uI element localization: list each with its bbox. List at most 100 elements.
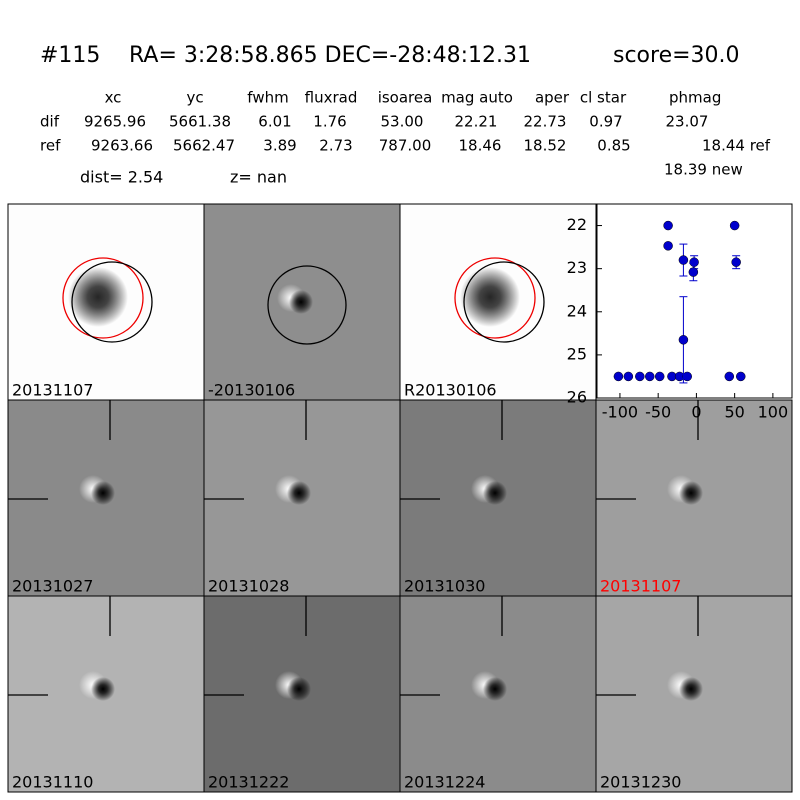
stamp: 20131027	[7, 399, 205, 597]
score: score=30.0	[613, 43, 740, 68]
cell: 0.97	[589, 113, 622, 131]
stamp: 20131222	[203, 595, 401, 793]
point	[682, 371, 692, 382]
cell: 22.73	[524, 113, 567, 131]
cell: 18.46	[459, 137, 502, 155]
aperture-ref	[62, 257, 144, 339]
stamp-label: -20130106	[208, 381, 295, 400]
point	[635, 371, 645, 382]
coordinates: RA= 3:28:58.865 DEC=-28:48:12.31	[129, 43, 531, 68]
x-tick-label: 50	[724, 403, 744, 422]
cell: 3.89	[263, 137, 296, 155]
plot-area	[596, 203, 793, 399]
point	[623, 371, 634, 382]
column-header: isoarea	[378, 89, 433, 107]
y-tick-label: 25	[567, 344, 587, 363]
aperture	[71, 261, 153, 343]
cell: 53.00	[381, 113, 424, 131]
stamp-label: 20131107	[600, 577, 681, 596]
stamp: 20131107	[7, 203, 205, 401]
y-tick-label: 26	[567, 388, 587, 407]
cell: 18.44 ref	[702, 137, 771, 155]
stamp-label: 20131224	[404, 773, 485, 792]
row-label: ref	[40, 137, 61, 155]
stamp: 20131028	[203, 399, 401, 597]
dist: dist= 2.54	[80, 168, 163, 187]
cell: 23.07	[666, 113, 709, 131]
stamp: 20131230	[595, 595, 793, 793]
stamp: R20130106	[399, 203, 597, 401]
cell: 0.85	[597, 137, 630, 155]
x-tick-label: 100	[758, 403, 789, 422]
stamp: 20131224	[399, 595, 597, 793]
dipole-black	[483, 481, 507, 505]
point	[729, 220, 740, 231]
x-tick-label: -100	[602, 403, 638, 422]
point	[613, 371, 624, 382]
y-tick-label: 24	[567, 301, 587, 320]
stamp-label: 20131107	[12, 381, 93, 400]
stamp-label: 20131028	[208, 577, 289, 596]
z: z= nan	[230, 168, 287, 187]
stamp: 20131107	[595, 399, 793, 597]
stamp: -20130106	[203, 203, 401, 401]
stamp-label: 20131030	[404, 577, 485, 596]
cell: 9265.96	[84, 113, 146, 131]
cell: 2.73	[319, 137, 352, 155]
aperture-ref	[454, 257, 536, 339]
aperture	[463, 261, 545, 343]
candidate-id: #115	[40, 43, 100, 68]
dipole-black	[287, 481, 311, 505]
dipole-black	[679, 677, 703, 701]
point	[689, 257, 699, 267]
stamp-label: R20130106	[404, 381, 497, 400]
cell: 5661.38	[169, 113, 231, 131]
stamp-label: 20131230	[600, 773, 681, 792]
cell: 18.52	[524, 137, 567, 155]
cell: 1.76	[313, 113, 346, 131]
column-header: fluxrad	[305, 89, 358, 107]
stamp: 20131030	[399, 399, 597, 597]
cell: 9263.66	[91, 137, 153, 155]
stamp: 20131110	[7, 595, 205, 793]
point	[663, 220, 673, 231]
column-header: fwhm	[247, 89, 288, 107]
column-header: aper	[535, 89, 570, 107]
dipole-black	[483, 677, 507, 701]
point	[654, 371, 665, 382]
cell: 22.21	[455, 113, 498, 131]
stamp-label: 20131222	[208, 773, 289, 792]
stamp-label: 20131110	[12, 773, 93, 792]
y-tick-label: 23	[567, 258, 587, 277]
column-header: xc	[105, 89, 122, 107]
dipole-black	[679, 481, 703, 505]
column-header: yc	[186, 89, 203, 107]
phmag-new: 18.39 new	[664, 161, 743, 179]
point	[736, 371, 746, 382]
dipole-black	[287, 677, 311, 701]
source	[460, 267, 520, 327]
cell: 6.01	[258, 113, 291, 131]
cell: 787.00	[379, 137, 432, 155]
point	[731, 257, 741, 267]
row-label: dif	[40, 113, 60, 131]
stamp-label: 20131027	[12, 577, 93, 596]
dipole-black	[91, 677, 115, 701]
point	[645, 371, 655, 382]
point	[724, 371, 735, 382]
column-header: cl star	[580, 89, 627, 107]
x-tick-label: -50	[645, 403, 671, 422]
y-tick-label: 22	[567, 215, 587, 234]
dipole-black	[289, 290, 313, 314]
column-header: phmag	[669, 89, 721, 107]
dipole-black	[91, 481, 115, 505]
source	[68, 267, 128, 327]
x-tick-label: 0	[691, 403, 701, 422]
point	[678, 335, 689, 345]
point	[678, 255, 689, 265]
column-header: mag auto	[441, 89, 513, 107]
aperture	[267, 265, 347, 345]
point	[688, 267, 699, 277]
point	[663, 241, 673, 251]
